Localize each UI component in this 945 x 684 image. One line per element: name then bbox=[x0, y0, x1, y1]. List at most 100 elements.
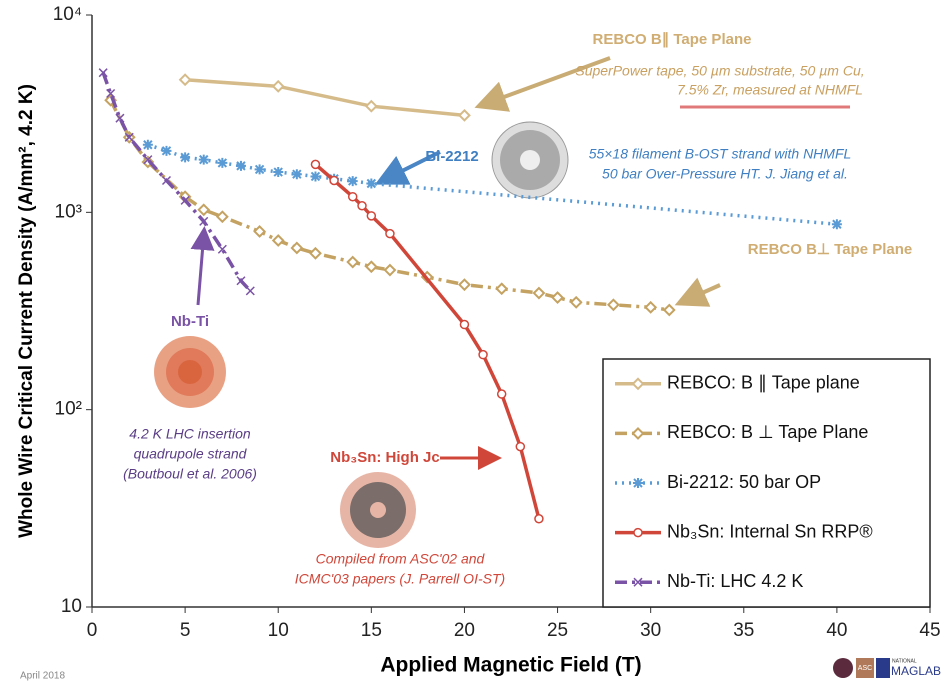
logo: ASC NATIONAL MAGLAB bbox=[833, 658, 941, 678]
annotation: Bi-2212 bbox=[425, 148, 478, 165]
marker bbox=[197, 203, 211, 217]
marker bbox=[662, 303, 676, 317]
nb3sn-strand-image bbox=[340, 472, 416, 548]
marker bbox=[198, 154, 209, 165]
marker bbox=[633, 527, 643, 538]
logo-text: NATIONAL bbox=[892, 658, 917, 664]
marker bbox=[217, 157, 228, 168]
marker bbox=[364, 260, 378, 274]
series-line bbox=[109, 99, 670, 312]
annotation: Nb₃Sn: High Jc bbox=[330, 449, 439, 466]
annotation: (Boutboul et al. 2006) bbox=[123, 466, 257, 482]
marker bbox=[532, 286, 546, 300]
marker bbox=[98, 68, 108, 78]
marker bbox=[385, 228, 395, 239]
y-tick-label: 10 bbox=[61, 596, 82, 617]
marker bbox=[235, 160, 246, 171]
marker bbox=[178, 73, 192, 87]
annotation: Compiled from ASC'02 and bbox=[316, 551, 486, 567]
y-axis-title: Whole Wire Critical Current Density (A/m… bbox=[16, 84, 37, 538]
marker bbox=[633, 577, 643, 587]
marker bbox=[291, 169, 302, 180]
arrow bbox=[374, 150, 441, 185]
marker bbox=[215, 210, 229, 224]
x-axis-title: Applied Magnetic Field (T) bbox=[380, 654, 641, 677]
legend-label: Bi-2212: 50 bar OP bbox=[667, 472, 821, 492]
marker bbox=[273, 167, 284, 178]
marker bbox=[364, 99, 378, 113]
annotation: ICMC'03 papers (J. Parrell OI-ST) bbox=[295, 571, 505, 587]
y-tick-label: 10⁴ bbox=[53, 4, 82, 25]
x-tick-label: 35 bbox=[733, 620, 754, 641]
marker bbox=[310, 171, 321, 182]
marker bbox=[115, 113, 125, 123]
legend-label: REBCO: B ∥ Tape plane bbox=[667, 373, 860, 393]
marker bbox=[347, 176, 358, 187]
arrow bbox=[674, 277, 721, 307]
marker bbox=[459, 319, 470, 330]
logo-text: ASC bbox=[858, 665, 872, 672]
y-tick-label: 10³ bbox=[55, 201, 82, 222]
marker bbox=[143, 155, 153, 165]
marker bbox=[271, 234, 285, 247]
nbti-strand-image bbox=[154, 336, 226, 408]
marker bbox=[831, 219, 842, 230]
legend-label: Nb-Ti: LHC 4.2 K bbox=[667, 571, 803, 591]
annotation: 7.5% Zr, measured at NHMFL bbox=[677, 82, 863, 98]
marker bbox=[633, 478, 643, 488]
marker bbox=[245, 286, 255, 296]
marker bbox=[366, 211, 377, 221]
annotation: 50 bar Over-Pressure HT. J. Jiang et al. bbox=[602, 166, 848, 182]
marker bbox=[458, 108, 471, 122]
legend: REBCO: B ∥ Tape plane REBCO: B ⊥ Tape Pla… bbox=[602, 358, 931, 608]
marker bbox=[180, 195, 190, 205]
marker bbox=[161, 175, 172, 186]
annotation: 4.2 K LHC insertion bbox=[129, 426, 251, 442]
marker bbox=[310, 159, 321, 170]
marker bbox=[180, 152, 191, 163]
marker bbox=[346, 255, 360, 269]
y-tick-label: 10² bbox=[55, 399, 82, 420]
annotation: REBCO B∥ Tape Plane bbox=[593, 31, 752, 48]
x-tick-label: 5 bbox=[180, 620, 191, 641]
x-tick-label: 30 bbox=[640, 620, 661, 641]
marker bbox=[309, 246, 322, 260]
x-tick-label: 20 bbox=[454, 620, 475, 641]
x-tick-label: 15 bbox=[361, 620, 382, 641]
marker bbox=[495, 282, 509, 296]
marker bbox=[329, 175, 339, 186]
marker bbox=[199, 216, 209, 226]
marker bbox=[551, 291, 564, 304]
marker bbox=[607, 298, 620, 312]
marker bbox=[357, 200, 367, 211]
marker bbox=[347, 191, 358, 202]
legend-label: Nb₃Sn: Internal Sn RRP® bbox=[667, 521, 873, 541]
marker bbox=[271, 79, 285, 93]
plot-area bbox=[98, 68, 842, 524]
marker bbox=[631, 426, 645, 440]
grid: 0 5 10 15 20 25 30 35 40 45 10 10² 10³ 10⁴ bbox=[53, 4, 941, 641]
x-tick-label: 0 bbox=[87, 620, 98, 641]
annotation: Nb-Ti bbox=[171, 313, 209, 330]
bi2212-strand-image bbox=[491, 121, 569, 199]
annotation: REBCO B⊥ Tape Plane bbox=[748, 241, 913, 258]
marker bbox=[569, 295, 583, 309]
x-tick-label: 25 bbox=[547, 620, 568, 641]
footer-date: April 2018 bbox=[20, 671, 65, 682]
marker bbox=[515, 441, 526, 452]
x-tick-label: 40 bbox=[826, 620, 847, 641]
marker bbox=[458, 278, 471, 292]
marker bbox=[383, 263, 397, 277]
marker bbox=[631, 377, 645, 391]
marker bbox=[236, 276, 246, 286]
marker bbox=[254, 164, 265, 175]
x-tick-label: 45 bbox=[919, 620, 940, 641]
marker bbox=[217, 244, 227, 254]
series-line bbox=[184, 77, 465, 118]
x-tick-label: 10 bbox=[268, 620, 289, 641]
marker bbox=[124, 132, 134, 142]
legend-label: REBCO: B ⊥ Tape Plane bbox=[667, 422, 868, 442]
marker bbox=[161, 145, 172, 156]
marker bbox=[496, 389, 507, 399]
